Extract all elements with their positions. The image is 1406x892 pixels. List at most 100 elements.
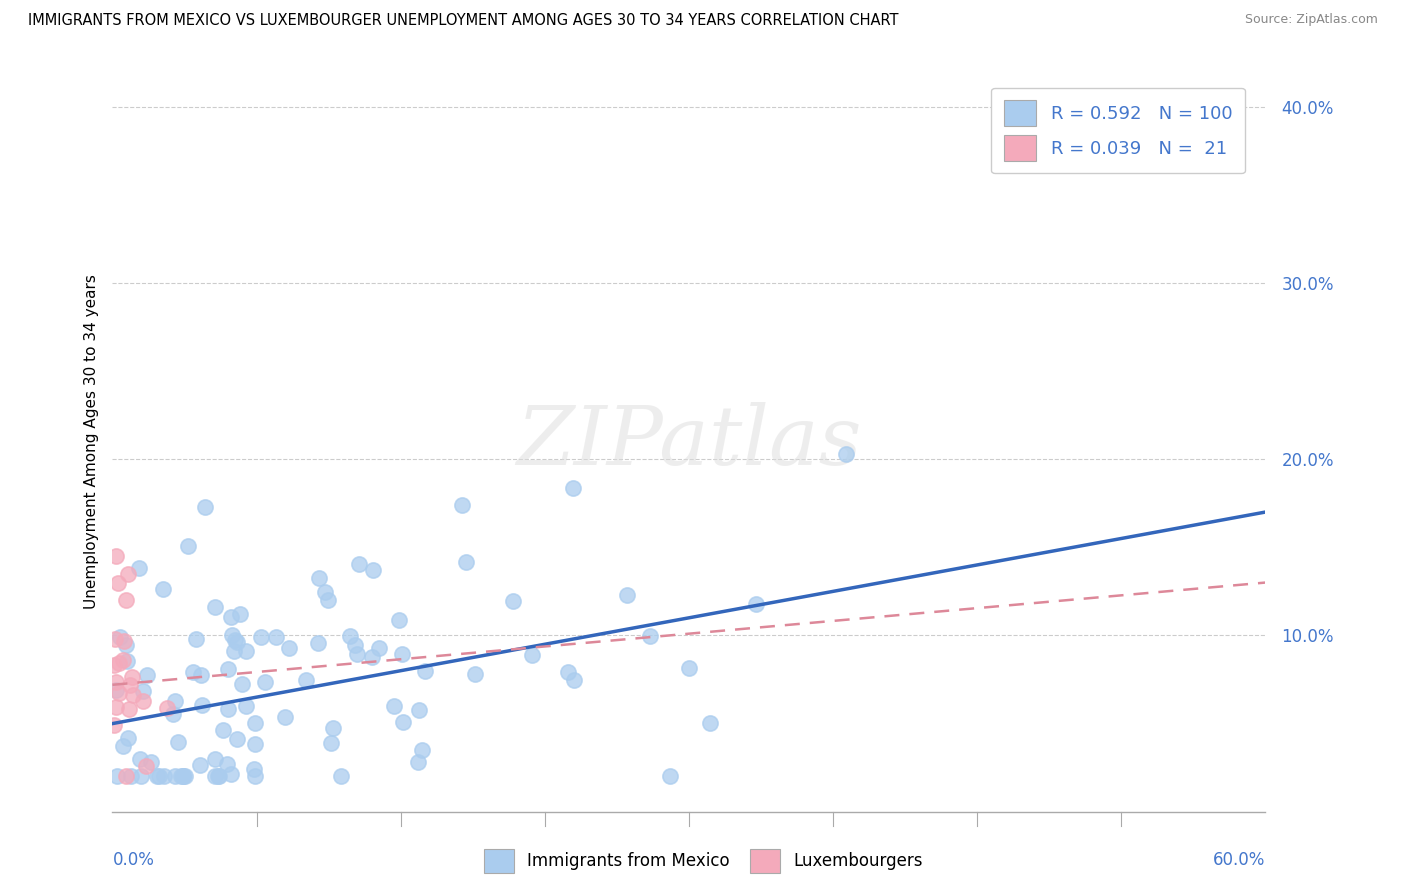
Point [172,769,194,783]
Point [745,597,768,611]
Point [117,731,139,745]
Point [318,593,340,607]
Point [562,481,585,495]
Point [148,769,170,783]
Point [295,673,318,688]
Point [307,636,329,650]
Point [163,694,186,708]
Point [207,769,229,783]
Point [194,500,217,515]
Point [115,592,138,607]
Point [174,769,197,783]
Point [136,668,159,682]
Point [245,737,267,751]
Point [502,593,524,607]
Text: Source: ZipAtlas.com: Source: ZipAtlas.com [1244,13,1378,27]
Point [250,630,273,644]
Point [105,700,128,714]
Point [520,648,543,662]
Point [219,610,242,624]
Point [121,670,143,684]
Point [118,702,141,716]
Point [208,769,231,783]
Point [104,632,127,646]
Point [219,767,242,781]
Point [105,674,128,689]
Point [217,702,239,716]
Point [226,731,249,746]
Point [117,567,139,582]
Point [152,582,174,596]
Point [277,641,299,656]
Point [132,684,155,698]
Point [411,742,433,756]
Point [361,650,384,665]
Point [170,769,193,783]
Point [319,736,342,750]
Point [322,722,344,736]
Point [344,638,367,652]
Point [274,709,297,723]
Point [183,665,205,680]
Point [163,769,186,783]
Point [330,769,353,783]
Legend: R = 0.592   N = 100, R = 0.039   N =  21: R = 0.592 N = 100, R = 0.039 N = 21 [991,87,1244,173]
Point [368,641,391,656]
Point [451,499,474,513]
Point [204,769,226,783]
Point [153,769,176,783]
Point [349,557,371,571]
Point [231,676,253,690]
Text: IMMIGRANTS FROM MEXICO VS LUXEMBOURGER UNEMPLOYMENT AMONG AGES 30 TO 34 YEARS CO: IMMIGRANTS FROM MEXICO VS LUXEMBOURGER U… [28,13,898,29]
Point [132,693,155,707]
Point [388,613,411,627]
Point [221,628,243,642]
Text: ZIPatlas: ZIPatlas [516,401,862,482]
Text: 60.0%: 60.0% [1213,850,1265,869]
Point [217,662,239,676]
Point [243,715,266,730]
Point [212,723,235,737]
Point [177,539,200,553]
Y-axis label: Unemployment Among Ages 30 to 34 years: Unemployment Among Ages 30 to 34 years [83,274,98,609]
Point [112,634,135,648]
Point [243,762,266,776]
Point [129,752,152,766]
Point [111,653,134,667]
Point [204,599,226,614]
Point [308,571,330,585]
Point [111,739,134,753]
Point [129,769,152,783]
Point [139,756,162,770]
Point [408,702,430,716]
Point [346,647,368,661]
Point [225,635,247,649]
Point [456,555,478,569]
Point [107,575,129,590]
Point [678,661,700,675]
Point [408,755,430,769]
Point [105,769,128,783]
Point [229,607,252,621]
Point [103,718,125,732]
Point [135,759,157,773]
Point [105,683,128,698]
Point [222,644,245,658]
Point [361,562,384,576]
Point [659,769,682,783]
Point [638,630,661,644]
Point [118,678,141,692]
Point [105,549,128,563]
Point [120,769,142,783]
Point [314,584,336,599]
Point [145,769,167,783]
Point [699,716,721,731]
Point [264,631,287,645]
Point [110,631,132,645]
Point [115,769,138,783]
Point [204,752,226,766]
Point [103,658,125,673]
Point [108,686,131,700]
Point [391,647,413,661]
Point [243,769,266,783]
